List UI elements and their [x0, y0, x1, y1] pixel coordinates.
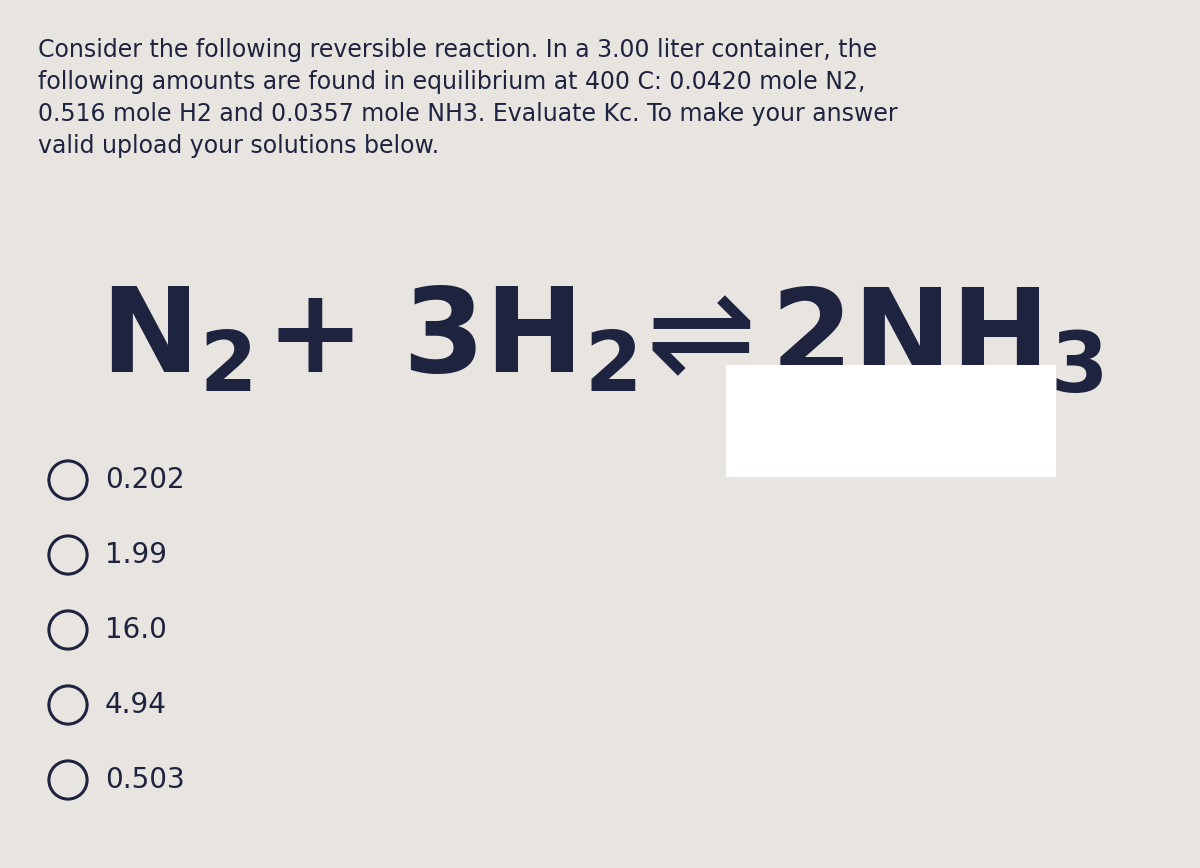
Text: 0.202: 0.202 [106, 466, 185, 494]
Text: 0.516 mole H2 and 0.0357 mole NH3. Evaluate Kc. To make your answer: 0.516 mole H2 and 0.0357 mole NH3. Evalu… [38, 102, 898, 126]
Text: following amounts are found in equilibrium at 400 C: 0.0420 mole N2,: following amounts are found in equilibri… [38, 70, 865, 94]
Text: valid upload your solutions below.: valid upload your solutions below. [38, 134, 439, 158]
Text: Consider the following reversible reaction. In a 3.00 liter container, the: Consider the following reversible reacti… [38, 38, 877, 62]
FancyBboxPatch shape [726, 365, 1056, 477]
Text: $\mathbf{+\ 3H_2}$: $\mathbf{+\ 3H_2}$ [265, 282, 636, 398]
Text: 1.99: 1.99 [106, 541, 167, 569]
Text: 0.503: 0.503 [106, 766, 185, 794]
Text: 16.0: 16.0 [106, 616, 167, 644]
Text: $\rightleftharpoons$: $\rightleftharpoons$ [620, 277, 752, 404]
Text: $\mathbf{2NH_3}$: $\mathbf{2NH_3}$ [770, 282, 1104, 398]
Text: $\mathbf{N_2}$: $\mathbf{N_2}$ [100, 282, 252, 398]
Text: 4.94: 4.94 [106, 691, 167, 719]
